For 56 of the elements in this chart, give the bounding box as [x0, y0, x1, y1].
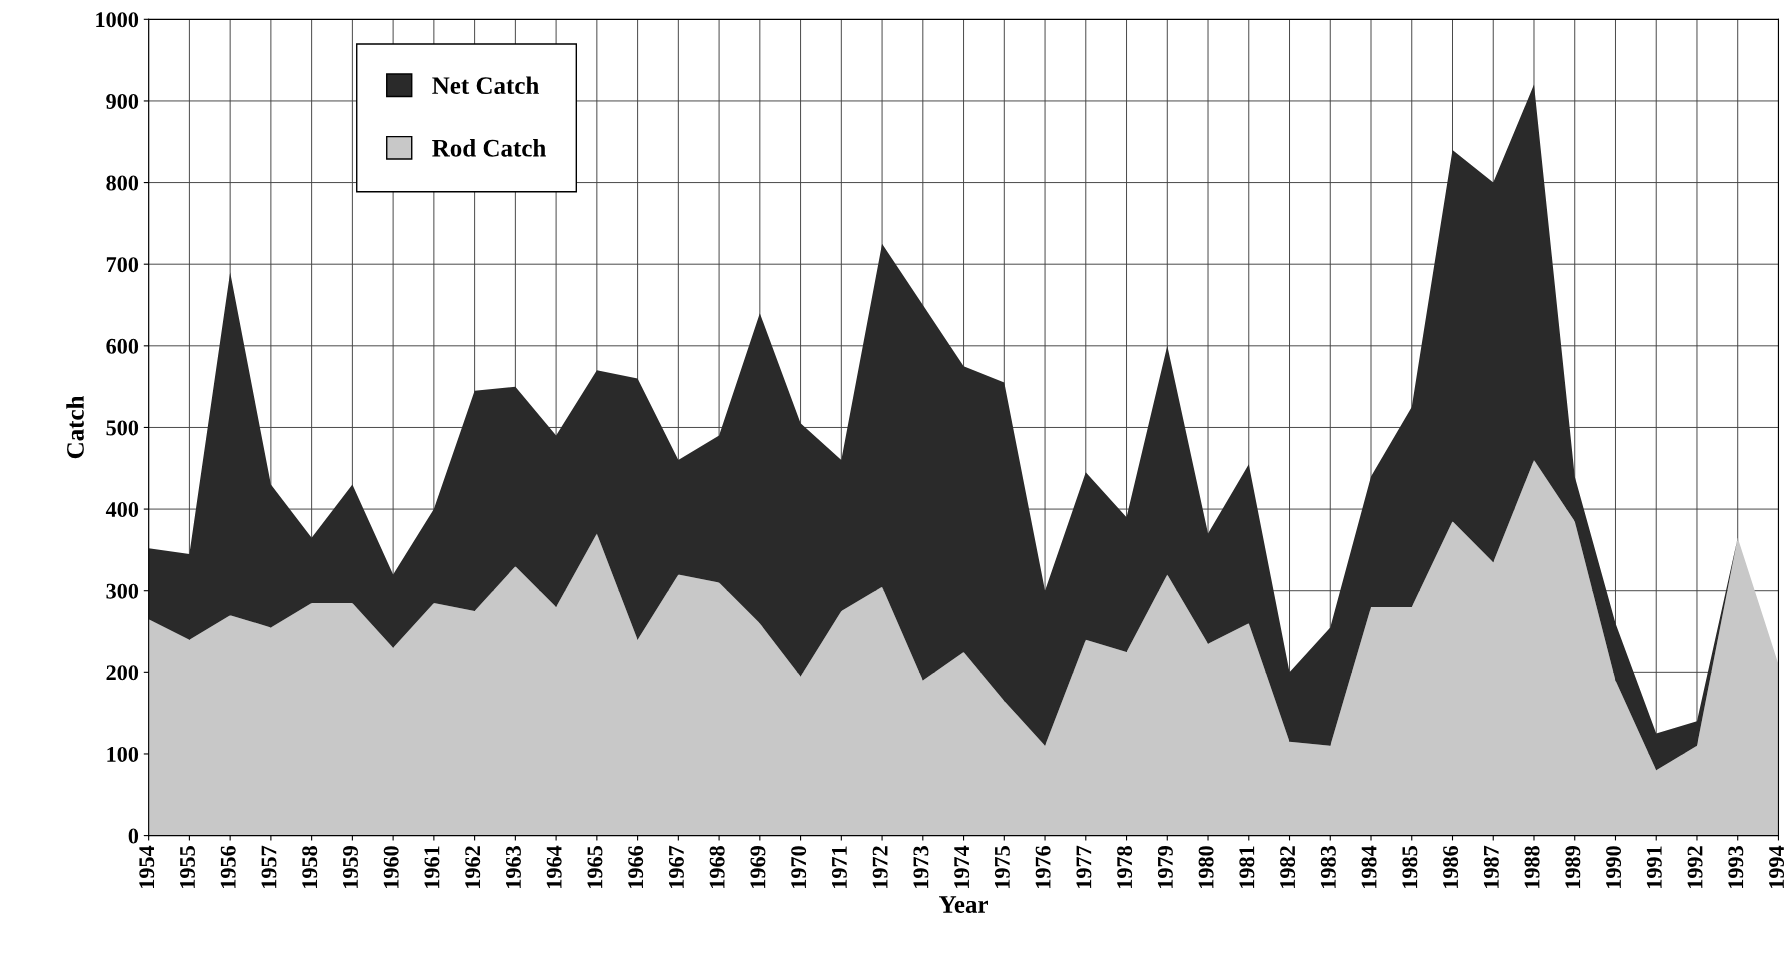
x-tick-label: 1983	[1320, 846, 1336, 888]
x-tick-label: 1966	[628, 845, 644, 888]
x-tick-label: 1978	[1117, 846, 1133, 888]
x-tick-label: 1973	[913, 846, 929, 888]
x-tick-label: 1977	[1076, 845, 1092, 888]
x-tick-label: 1986	[1443, 845, 1459, 888]
x-tick-label: 1976	[1035, 845, 1051, 888]
x-tick-label: 1984	[1361, 845, 1377, 888]
x-tick-label: 1969	[750, 846, 766, 888]
x-tick-label: 1990	[1606, 846, 1622, 888]
x-tick-label: 1980	[1198, 846, 1214, 888]
x-tick-label: 1956	[220, 845, 236, 888]
y-tick-label: 200	[106, 665, 139, 681]
x-tick-label: 1959	[343, 846, 358, 888]
x-tick-label: 1974	[954, 845, 970, 888]
x-tick-label: 1979	[1157, 846, 1173, 888]
x-tick-label: 1989	[1565, 846, 1581, 888]
y-axis-title: Catch	[66, 395, 84, 459]
x-tick-label: 1971	[831, 846, 847, 888]
y-tick-label: 900	[106, 93, 139, 109]
x-tick-label: 1961	[424, 846, 440, 888]
y-tick-label: 300	[106, 583, 139, 599]
legend-label: Net Catch	[432, 76, 539, 95]
x-tick-label: 1965	[587, 846, 603, 888]
y-tick-label: 600	[106, 338, 139, 354]
x-tick-label: 1991	[1646, 846, 1662, 888]
x-tick-label: 1958	[302, 846, 318, 888]
x-tick-label: 1987	[1483, 845, 1499, 888]
y-tick-label: 1000	[96, 12, 139, 28]
y-tick-label: 700	[106, 257, 139, 273]
y-tick-label: 0	[128, 828, 139, 844]
x-tick-label: 1975	[994, 846, 1010, 888]
y-tick-label: 500	[106, 420, 139, 436]
x-tick-label: 1994	[1769, 845, 1785, 888]
x-tick-label: 1970	[791, 846, 807, 888]
x-tick-label: 1972	[872, 846, 888, 888]
x-tick-label: 1962	[465, 846, 481, 888]
x-tick-label: 1954	[139, 845, 155, 888]
x-tick-label: 1992	[1687, 846, 1703, 888]
y-tick-label: 100	[107, 746, 139, 762]
y-tick-label: 400	[105, 502, 139, 518]
x-tick-label: 1955	[180, 846, 195, 888]
y-tick-label: 800	[106, 175, 139, 191]
x-tick-label: 1964	[546, 845, 562, 888]
x-tick-label: 1993	[1728, 846, 1744, 888]
x-tick-label: 1957	[261, 845, 277, 888]
x-tick-label: 1985	[1402, 846, 1418, 888]
x-tick-label: 1960	[383, 846, 399, 888]
x-tick-label: 1982	[1280, 846, 1296, 888]
x-axis-title: Year	[939, 896, 988, 913]
x-tick-label: 1968	[709, 846, 725, 888]
x-tick-label: 1963	[505, 846, 521, 888]
x-tick-label: 1967	[668, 845, 684, 888]
x-tick-label: 1981	[1239, 846, 1255, 888]
x-tick-label: 1988	[1524, 846, 1540, 888]
legend-label: Rod Catch	[432, 139, 546, 157]
